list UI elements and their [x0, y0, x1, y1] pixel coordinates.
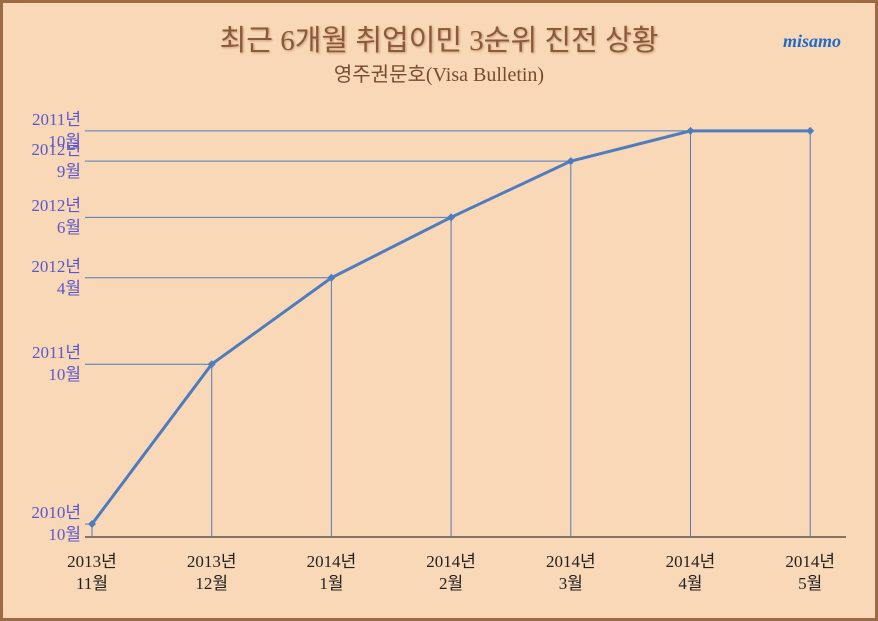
x-tick-label: 2014년 2월 — [426, 552, 476, 593]
y-tick-label: 2011년 10월 — [31, 343, 81, 385]
y-tick-label: 2010년 10월 — [31, 503, 81, 545]
chart-subtitle: 영주권문호(Visa Bulletin) — [333, 64, 545, 86]
logo: misamo — [783, 31, 842, 51]
plot — [85, 126, 846, 538]
x-tick-label: 2013년 11월 — [67, 552, 117, 593]
y-tick-label: 2012년 9월 — [31, 140, 81, 182]
marker — [686, 126, 695, 135]
marker — [806, 126, 815, 135]
marker — [447, 213, 456, 222]
x-tick-label: 2013년 12월 — [186, 552, 237, 593]
marker — [88, 520, 96, 529]
y-tick-label: 2011년 10월 — [31, 109, 81, 151]
chart-title: 최근 6개월 취업이민 3순위 진전 상황 — [219, 25, 659, 57]
x-tick-label: 2014년 4월 — [665, 552, 716, 593]
x-tick-label: 2014년 5월 — [785, 552, 835, 593]
y-tick-label: 2012년 6월 — [31, 196, 81, 238]
x-tick-label: 2014년 3월 — [545, 552, 596, 593]
marker — [207, 360, 216, 369]
x-tick-label: 2014년 1월 — [306, 552, 357, 593]
y-tick-label: 2012년 4월 — [31, 256, 81, 298]
marker — [327, 273, 336, 282]
marker — [566, 157, 575, 166]
